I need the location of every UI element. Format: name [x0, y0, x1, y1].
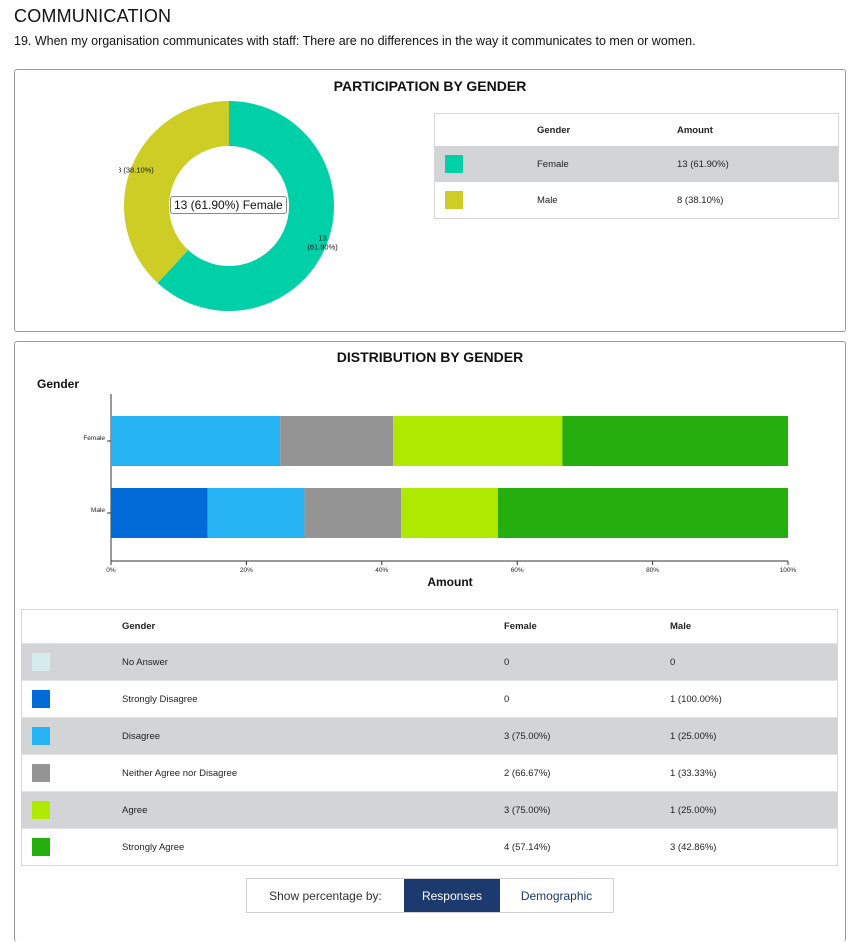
female-cell: 3 (75.00%): [504, 791, 670, 829]
table-row: Female 13 (61.90%): [434, 146, 839, 182]
response-label-cell: No Answer: [122, 643, 504, 681]
bar-female-disagree[interactable]: [111, 416, 281, 466]
male-cell: 1 (33.33%): [670, 754, 838, 792]
x-tick-label: 0%: [106, 567, 116, 574]
bar-female-strongly-agree[interactable]: [562, 416, 788, 466]
x-axis-label: Amount: [427, 575, 472, 589]
male-cell: 3 (42.86%): [670, 828, 838, 866]
response-label-cell: Disagree: [122, 717, 504, 755]
legend-swatch-neither: [32, 764, 50, 782]
table-row: Disagree 3 (75.00%) 1 (25.00%): [21, 717, 838, 755]
svg-text:13: 13: [318, 234, 326, 243]
legend-swatch-male: [445, 191, 463, 209]
table-row: Neither Agree nor Disagree 2 (66.67%) 1 …: [21, 754, 838, 792]
bar-male-disagree[interactable]: [207, 488, 305, 538]
y-tick-label: Female: [83, 435, 105, 442]
participation-table: Gender Amount Female 13 (61.90%) Male 8 …: [434, 113, 839, 219]
percentage-toggle: Show percentage by: Responses Demographi…: [246, 878, 614, 913]
amount-cell: 8 (38.10%): [677, 194, 724, 206]
x-tick-label: 80%: [646, 567, 659, 574]
distribution-table-header: Gender Female Male: [22, 610, 838, 644]
male-cell: 1 (100.00%): [670, 680, 838, 718]
donut-tooltip: 13 (61.90%) Female: [170, 196, 287, 214]
demographic-button[interactable]: Demographic: [520, 888, 593, 903]
distribution-bar-chart: Gender 0% 20% 40% 60% 80% 100% Amount Female Male: [37, 377, 797, 589]
legend-swatch-strongly-disagree: [32, 690, 50, 708]
female-cell: 2 (66.67%): [504, 754, 670, 792]
amount-header: Amount: [677, 124, 713, 136]
amount-cell: 13 (61.90%): [677, 146, 839, 182]
x-tick-label: 100%: [780, 567, 797, 574]
participation-panel: PARTICIPATION BY GENDER 13 (61.90%) 8 (38.…: [14, 69, 846, 332]
responses-button[interactable]: Responses: [404, 879, 500, 912]
participation-table-header: Gender Amount: [435, 114, 839, 147]
section-title: COMMUNICATION: [14, 6, 172, 26]
table-row: Agree 3 (75.00%) 1 (25.00%): [21, 791, 838, 829]
response-label-cell: Strongly Disagree: [122, 680, 504, 718]
legend-swatch-strongly-agree: [32, 838, 50, 856]
svg-text:(61.90%): (61.90%): [307, 243, 338, 252]
response-label-cell: Neither Agree nor Disagree: [122, 754, 504, 792]
gender-header: Gender: [122, 621, 156, 632]
x-tick-label: 20%: [240, 567, 253, 574]
bar-male-strongly-agree[interactable]: [497, 488, 788, 538]
donut-slice-male[interactable]: [124, 101, 229, 283]
legend-swatch-female: [445, 155, 463, 173]
legend-swatch-agree: [32, 801, 50, 819]
bar-female-neither-agree-nor-disagree[interactable]: [280, 416, 394, 466]
gender-header: Gender: [537, 124, 571, 136]
bar-male-strongly-disagree[interactable]: [111, 488, 208, 538]
female-cell: 3 (75.00%): [504, 717, 670, 755]
legend-swatch-no-answer: [32, 653, 50, 671]
response-label-cell: Strongly Agree: [122, 828, 504, 866]
swatch-header: [435, 114, 538, 147]
y-tick-label: Male: [91, 507, 105, 514]
male-cell: 0: [670, 643, 838, 681]
gender-cell: Female: [537, 146, 677, 182]
svg-text:8 (38.10%): 8 (38.10%): [119, 165, 154, 174]
male-header: Male: [670, 621, 692, 632]
table-row: No Answer 0 0: [21, 643, 838, 681]
gender-cell: Male: [537, 194, 558, 206]
distribution-title: DISTRIBUTION BY GENDER: [336, 349, 524, 365]
response-label-cell: Agree: [122, 791, 504, 829]
table-row: Male 8 (38.10%): [435, 182, 839, 219]
female-cell: 0: [504, 643, 670, 681]
participation-title: PARTICIPATION BY GENDER: [333, 78, 527, 94]
table-row: Strongly Agree 4 (57.14%) 3 (42.86%): [21, 828, 838, 866]
bar-female-agree[interactable]: [393, 416, 563, 466]
table-row: Strongly Disagree 0 1 (100.00%): [21, 680, 838, 718]
female-cell: 4 (57.14%): [504, 828, 670, 866]
distribution-table: Gender Female Male No Answer 0 0 Strongl…: [21, 609, 838, 866]
bar-male-neither-agree-nor-disagree[interactable]: [304, 488, 402, 538]
donut-slice-label: 13(61.90%): [307, 234, 338, 252]
distribution-panel: DISTRIBUTION BY GENDER Gender 0% 20% 40% 60%…: [14, 341, 846, 942]
male-cell: 1 (25.00%): [670, 717, 838, 755]
x-tick-label: 40%: [375, 567, 388, 574]
female-header: Female: [504, 621, 537, 632]
y-axis-label: Gender: [37, 377, 79, 391]
toggle-label: Show percentage by:: [269, 888, 382, 903]
participation-donut-chart: 13(61.90%) 8 (38.10%): [119, 101, 338, 311]
donut-slice-female[interactable]: [157, 101, 334, 311]
donut-slice-label: 8 (38.10%): [119, 165, 154, 174]
male-cell: 1 (25.00%): [670, 791, 838, 829]
bar-male-agree[interactable]: [401, 488, 498, 538]
legend-swatch-disagree: [32, 727, 50, 745]
question-text: 19. When my organisation communicates wi…: [14, 34, 696, 48]
female-cell: 0: [504, 680, 670, 718]
swatch-header: [22, 610, 123, 644]
x-tick-label: 60%: [511, 567, 524, 574]
